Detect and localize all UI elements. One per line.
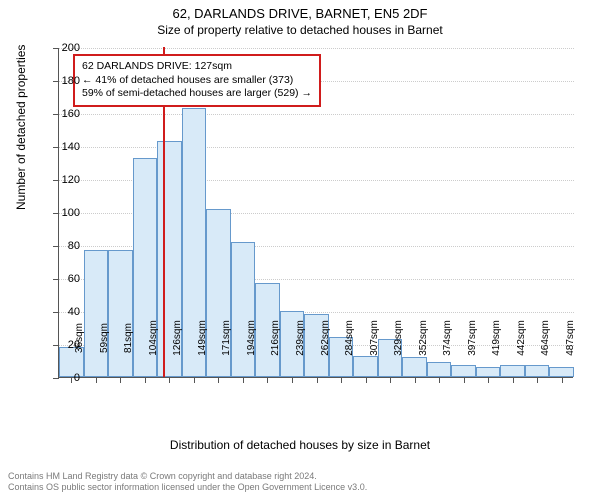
xtick-label: 104sqm	[148, 320, 159, 356]
gridline-h	[59, 147, 574, 148]
xtick-label: 59sqm	[99, 323, 110, 353]
xtick	[120, 377, 121, 383]
xtick-label: 374sqm	[442, 320, 453, 356]
ytick-label: 200	[50, 42, 80, 54]
histogram-bar	[451, 365, 476, 377]
xtick-label: 397sqm	[467, 320, 478, 356]
xtick-label: 352sqm	[418, 320, 429, 356]
xtick-label: 307sqm	[369, 320, 380, 356]
y-axis-label: Number of detached properties	[14, 45, 28, 210]
chart-title-sub: Size of property relative to detached ho…	[0, 21, 600, 37]
xtick	[317, 377, 318, 383]
xtick	[96, 377, 97, 383]
gridline-h	[59, 48, 574, 49]
chart-area: 62 DARLANDS DRIVE: 127sqm ← 41% of detac…	[58, 48, 573, 414]
annotation-line1: 62 DARLANDS DRIVE: 127sqm	[82, 60, 312, 74]
xtick-label: 464sqm	[540, 320, 551, 356]
xtick-label: 216sqm	[270, 320, 281, 356]
xtick	[415, 377, 416, 383]
x-axis-label: Distribution of detached houses by size …	[0, 438, 600, 452]
histogram-bar	[353, 356, 378, 377]
annotation-box: 62 DARLANDS DRIVE: 127sqm ← 41% of detac…	[73, 54, 321, 107]
ytick-label: 40	[50, 306, 80, 318]
xtick	[537, 377, 538, 383]
xtick-label: 36sqm	[74, 323, 85, 353]
histogram-bar	[231, 242, 256, 377]
ytick-label: 180	[50, 75, 80, 87]
xtick	[390, 377, 391, 383]
xtick	[488, 377, 489, 383]
xtick	[562, 377, 563, 383]
ytick-label: 100	[50, 207, 80, 219]
annotation-line3: 59% of semi-detached houses are larger (…	[82, 87, 312, 101]
annotation-line2: ← 41% of detached houses are smaller (37…	[82, 74, 312, 88]
xtick-label: 239sqm	[295, 320, 306, 356]
xtick	[366, 377, 367, 383]
xtick-label: 284sqm	[344, 320, 355, 356]
histogram-bar	[525, 365, 550, 377]
ytick-label: 80	[50, 240, 80, 252]
histogram-bar	[108, 250, 133, 377]
ytick-label: 60	[50, 273, 80, 285]
xtick	[145, 377, 146, 383]
histogram-bar	[500, 365, 525, 377]
footer-line2: Contains OS public sector information li…	[8, 482, 367, 494]
ytick-label: 140	[50, 141, 80, 153]
ytick-label: 120	[50, 174, 80, 186]
xtick-label: 419sqm	[491, 320, 502, 356]
histogram-bar	[476, 367, 501, 377]
xtick-label: 126sqm	[172, 320, 183, 356]
xtick-label: 487sqm	[565, 320, 576, 356]
footer-attribution: Contains HM Land Registry data © Crown c…	[8, 471, 367, 494]
ytick-label: 0	[50, 372, 80, 384]
xtick-label: 81sqm	[123, 323, 134, 353]
gridline-h	[59, 114, 574, 115]
xtick	[218, 377, 219, 383]
xtick	[169, 377, 170, 383]
xtick	[292, 377, 293, 383]
xtick-label: 194sqm	[246, 320, 257, 356]
xtick-label: 442sqm	[516, 320, 527, 356]
footer-line1: Contains HM Land Registry data © Crown c…	[8, 471, 367, 483]
xtick-label: 262sqm	[320, 320, 331, 356]
xtick	[267, 377, 268, 383]
xtick	[439, 377, 440, 383]
histogram-bar	[402, 357, 427, 377]
histogram-bar	[549, 367, 574, 377]
xtick	[513, 377, 514, 383]
histogram-bar	[427, 362, 452, 377]
xtick	[464, 377, 465, 383]
chart-title-main: 62, DARLANDS DRIVE, BARNET, EN5 2DF	[0, 0, 600, 21]
xtick	[243, 377, 244, 383]
xtick-label: 329sqm	[393, 320, 404, 356]
ytick-label: 160	[50, 108, 80, 120]
xtick-label: 149sqm	[197, 320, 208, 356]
xtick-label: 171sqm	[221, 320, 232, 356]
xtick	[194, 377, 195, 383]
xtick	[341, 377, 342, 383]
histogram-bar	[84, 250, 109, 377]
